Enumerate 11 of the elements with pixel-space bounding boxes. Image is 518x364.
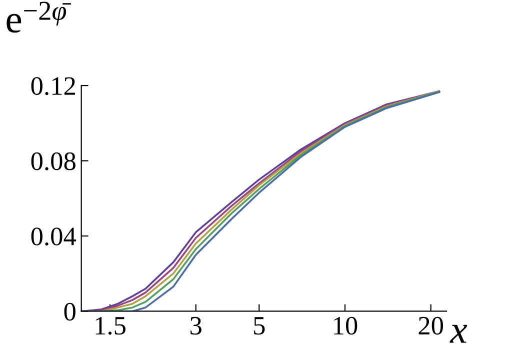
x-tick-label: 10 — [334, 316, 358, 335]
x-tick-label: 5 — [254, 317, 265, 335]
x-axis-title: x — [450, 324, 468, 343]
y-tick-label: 0 — [64, 302, 76, 321]
y-tick-label: 0.04 — [31, 228, 76, 246]
x-tick-label: 20 — [418, 316, 444, 335]
y-tick-label: 0.12 — [31, 77, 76, 96]
x-tick-label: 1.5 — [96, 316, 126, 335]
y-tick-label: 0.08 — [31, 152, 76, 170]
y-axis-title: e$^{−2φ̄}$ — [6, 2, 71, 33]
x-tick-label: 3 — [190, 316, 202, 335]
